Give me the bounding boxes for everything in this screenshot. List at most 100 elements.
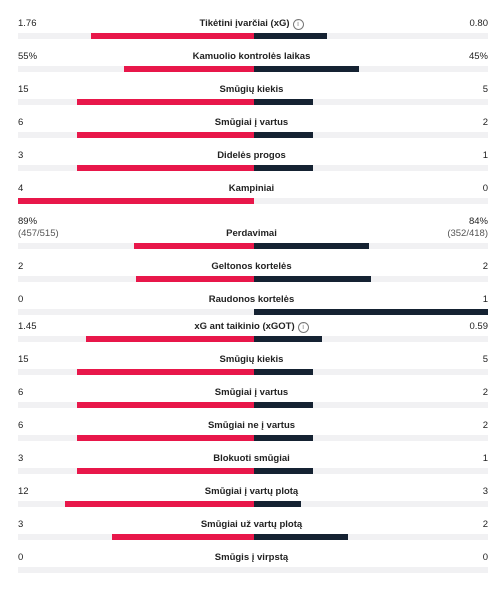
- away-value: 0: [482, 183, 488, 194]
- stat-label-text: Tikėtini įvarčiai (xG): [199, 18, 290, 29]
- home-bar-track: [18, 468, 254, 474]
- home-value: 6: [18, 420, 24, 431]
- home-value: 3: [18, 150, 24, 161]
- home-value: 4: [18, 183, 24, 194]
- away-bar-track: [254, 33, 488, 39]
- stat-label-text: xG ant taikinio (xGOT): [194, 321, 295, 332]
- stat-label: Smūgiai ne į vartus: [0, 420, 503, 432]
- stat-label-text: Smūgių kiekis: [219, 84, 284, 95]
- stat-label-text: Kamuolio kontrolės laikas: [192, 51, 311, 62]
- stat-label: Kamuolio kontrolės laikas: [0, 51, 503, 63]
- away-value: 1: [482, 453, 488, 464]
- away-bar-track: [254, 534, 488, 540]
- stat-label: Smūgiai į vartus: [0, 387, 503, 399]
- away-bar-track: [254, 336, 488, 342]
- away-bar-fill: [254, 243, 369, 249]
- stat-label-text: Smūgių kiekis: [219, 354, 284, 365]
- home-bar-track: [18, 198, 254, 204]
- stat-label-text: Smūgiai į vartų plotą: [204, 486, 299, 497]
- home-value: 1.45: [18, 321, 37, 332]
- home-bar-track: [18, 309, 254, 315]
- home-value: 3: [18, 453, 24, 464]
- home-bar-fill: [77, 369, 254, 375]
- away-value: 2: [482, 420, 488, 431]
- home-bar-track: [18, 369, 254, 375]
- stat-label: Smūgis į virpstą: [0, 552, 503, 564]
- home-bar-fill: [86, 336, 254, 342]
- home-bar-fill: [77, 468, 254, 474]
- away-bar-fill: [254, 402, 313, 408]
- away-value: 0.59: [469, 321, 489, 332]
- home-bar-fill: [65, 501, 254, 507]
- stat-label-text: Didelės progos: [217, 150, 286, 161]
- stat-label: Smūgiai už vartų plotą: [0, 519, 503, 531]
- away-bar-fill: [254, 501, 301, 507]
- away-bar-fill: [254, 276, 371, 282]
- stat-label-text: Geltonos kortelės: [211, 261, 292, 272]
- away-value: 2: [482, 261, 488, 272]
- home-value: 0: [18, 552, 24, 563]
- stat-label: Smūgių kiekis: [0, 354, 503, 366]
- away-bar-track: [254, 501, 488, 507]
- home-value: 55%: [18, 51, 38, 62]
- home-bar-fill: [134, 243, 254, 249]
- stat-label: Didelės progos: [0, 150, 503, 162]
- home-bar-fill: [77, 165, 254, 171]
- away-bar-track: [254, 198, 488, 204]
- away-value: 1: [482, 294, 488, 305]
- home-bar-track: [18, 276, 254, 282]
- away-value: 1: [482, 150, 488, 161]
- home-bar-track: [18, 33, 254, 39]
- home-bar-fill: [77, 132, 254, 138]
- home-value: 89%: [18, 216, 38, 227]
- away-value: 2: [482, 387, 488, 398]
- home-bar-fill: [112, 534, 254, 540]
- away-bar-fill: [254, 468, 313, 474]
- away-bar-track: [254, 165, 488, 171]
- home-value: 2: [18, 261, 24, 272]
- info-icon[interactable]: i: [297, 322, 309, 333]
- away-bar-track: [254, 66, 488, 72]
- stat-label: Smūgiai į vartus: [0, 117, 503, 129]
- stat-label-text: Smūgiai ne į vartus: [207, 420, 296, 431]
- away-bar-fill: [254, 33, 327, 39]
- away-value: 2: [482, 519, 488, 530]
- home-subvalue: (457/515): [18, 228, 59, 239]
- stat-label: xG ant taikinio (xGOT) i: [0, 321, 503, 333]
- home-bar-track: [18, 243, 254, 249]
- home-value: 3: [18, 519, 24, 530]
- away-bar-track: [254, 435, 488, 441]
- away-bar-fill: [254, 369, 313, 375]
- away-bar-track: [254, 468, 488, 474]
- home-bar-track: [18, 567, 254, 573]
- stat-label: Smūgiai į vartų plotą: [0, 486, 503, 498]
- stat-label: Geltonos kortelės: [0, 261, 503, 273]
- away-bar-track: [254, 99, 488, 105]
- home-value: 12: [18, 486, 29, 497]
- info-icon[interactable]: i: [292, 19, 304, 30]
- home-value: 0: [18, 294, 24, 305]
- away-bar-track: [254, 567, 488, 573]
- away-bar-fill: [254, 66, 359, 72]
- away-value: 5: [482, 84, 488, 95]
- home-bar-track: [18, 501, 254, 507]
- stat-label-text: Kampiniai: [228, 183, 275, 194]
- stat-label-text: Raudonos kortelės: [208, 294, 295, 305]
- away-bar-track: [254, 309, 488, 315]
- home-bar-track: [18, 534, 254, 540]
- home-bar-track: [18, 99, 254, 105]
- away-bar-track: [254, 402, 488, 408]
- away-bar-fill: [254, 534, 348, 540]
- away-bar-fill: [254, 99, 313, 105]
- away-bar-track: [254, 243, 488, 249]
- home-bar-fill: [18, 198, 254, 204]
- home-value: 15: [18, 84, 29, 95]
- home-bar-track: [18, 165, 254, 171]
- away-bar-fill: [254, 165, 313, 171]
- away-bar-track: [254, 369, 488, 375]
- away-bar-track: [254, 276, 488, 282]
- stat-label: Kampiniai: [0, 183, 503, 195]
- stat-label-text: Blokuoti smūgiai: [213, 453, 290, 464]
- away-value: 3: [482, 486, 488, 497]
